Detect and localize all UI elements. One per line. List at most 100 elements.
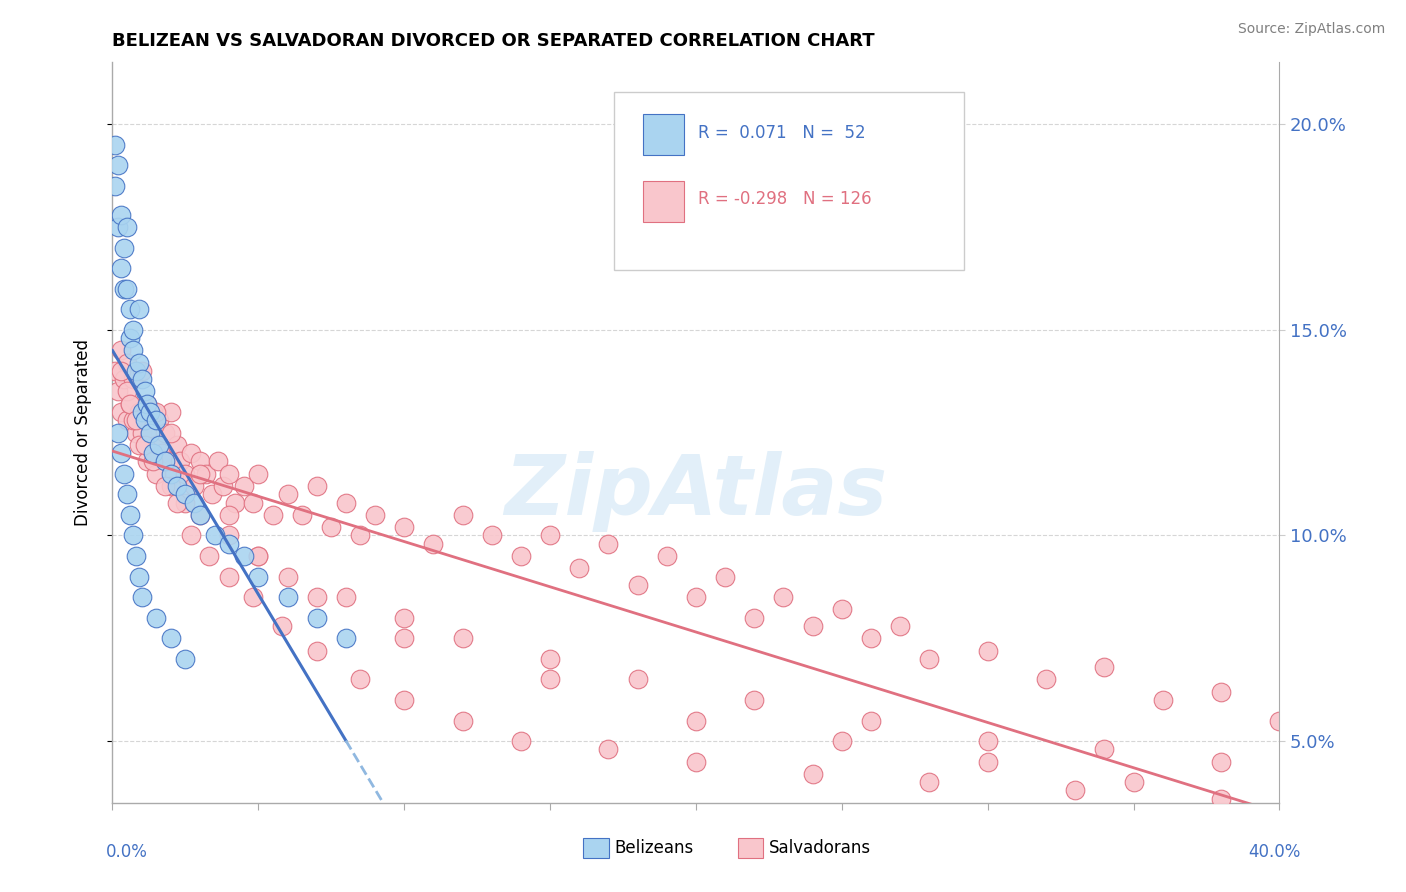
Point xyxy=(115,413,138,427)
Point xyxy=(139,405,162,419)
Point xyxy=(394,693,416,707)
Point xyxy=(598,742,620,756)
Point xyxy=(160,632,183,646)
Point xyxy=(112,372,135,386)
Point xyxy=(212,479,235,493)
Point xyxy=(166,479,188,493)
Point xyxy=(538,528,561,542)
Point xyxy=(118,397,141,411)
Point xyxy=(1209,755,1232,769)
FancyBboxPatch shape xyxy=(614,92,965,269)
Point xyxy=(115,487,138,501)
Point xyxy=(276,590,298,604)
Point xyxy=(145,438,167,452)
Bar xyxy=(644,181,685,221)
Point xyxy=(247,569,270,583)
Point xyxy=(262,508,284,522)
Point xyxy=(134,438,156,452)
Point xyxy=(627,578,650,592)
Point xyxy=(174,487,197,501)
Point xyxy=(104,137,127,152)
Point xyxy=(136,397,159,411)
Point xyxy=(538,673,561,687)
Point xyxy=(153,479,176,493)
Point xyxy=(305,610,328,624)
Point xyxy=(685,714,707,728)
Point xyxy=(188,467,211,481)
Point xyxy=(180,528,202,542)
Point xyxy=(224,495,246,509)
Point xyxy=(110,261,132,276)
Point xyxy=(107,158,129,172)
Point xyxy=(218,528,240,542)
Point xyxy=(655,549,678,563)
Point xyxy=(422,536,444,550)
Point xyxy=(104,364,127,378)
Point xyxy=(128,356,150,370)
Point xyxy=(685,590,707,604)
Point xyxy=(107,219,129,234)
Point xyxy=(305,643,328,657)
Point xyxy=(115,219,138,234)
Point xyxy=(1064,783,1087,797)
Point xyxy=(183,495,205,509)
Point xyxy=(112,240,135,255)
Point xyxy=(976,755,998,769)
Point xyxy=(194,467,217,481)
Point xyxy=(1094,742,1116,756)
Point xyxy=(270,619,292,633)
Point xyxy=(122,528,145,542)
Text: 0.0%: 0.0% xyxy=(105,843,148,861)
Point xyxy=(115,384,138,399)
Point xyxy=(134,413,156,427)
Point xyxy=(742,693,765,707)
Point xyxy=(349,528,371,542)
Point xyxy=(122,343,145,358)
Point xyxy=(134,384,156,399)
Point xyxy=(174,467,197,481)
Point xyxy=(134,413,156,427)
Point xyxy=(136,397,159,411)
Point xyxy=(207,454,229,468)
Point xyxy=(145,467,167,481)
Point xyxy=(110,364,132,378)
Point xyxy=(125,549,148,563)
Point xyxy=(131,372,153,386)
Point xyxy=(218,467,240,481)
Point xyxy=(122,413,145,427)
Point xyxy=(976,643,998,657)
Text: BELIZEAN VS SALVADORAN DIVORCED OR SEPARATED CORRELATION CHART: BELIZEAN VS SALVADORAN DIVORCED OR SEPAR… xyxy=(112,32,875,50)
Point xyxy=(131,425,153,440)
Point xyxy=(394,632,416,646)
Point xyxy=(160,479,183,493)
Point xyxy=(509,549,531,563)
Point xyxy=(145,405,167,419)
Point xyxy=(174,495,197,509)
Point xyxy=(305,479,328,493)
Point xyxy=(276,569,298,583)
Point xyxy=(1209,791,1232,805)
Point xyxy=(112,467,135,481)
Point xyxy=(918,652,941,666)
Point xyxy=(153,425,176,440)
Point xyxy=(538,652,561,666)
Point xyxy=(128,438,150,452)
Y-axis label: Divorced or Separated: Divorced or Separated xyxy=(73,339,91,526)
Point xyxy=(160,405,183,419)
Text: Source: ZipAtlas.com: Source: ZipAtlas.com xyxy=(1237,22,1385,37)
Point xyxy=(568,561,591,575)
Point xyxy=(1209,685,1232,699)
Point xyxy=(122,323,145,337)
Point xyxy=(180,446,202,460)
Point xyxy=(145,610,167,624)
Point xyxy=(394,610,416,624)
Point xyxy=(183,479,205,493)
Point xyxy=(104,178,127,193)
Point xyxy=(148,413,170,427)
Point xyxy=(115,282,138,296)
Text: Belizeans: Belizeans xyxy=(614,839,693,857)
Point xyxy=(163,467,186,481)
Point xyxy=(128,569,150,583)
Point xyxy=(128,302,150,317)
Point xyxy=(115,356,138,370)
